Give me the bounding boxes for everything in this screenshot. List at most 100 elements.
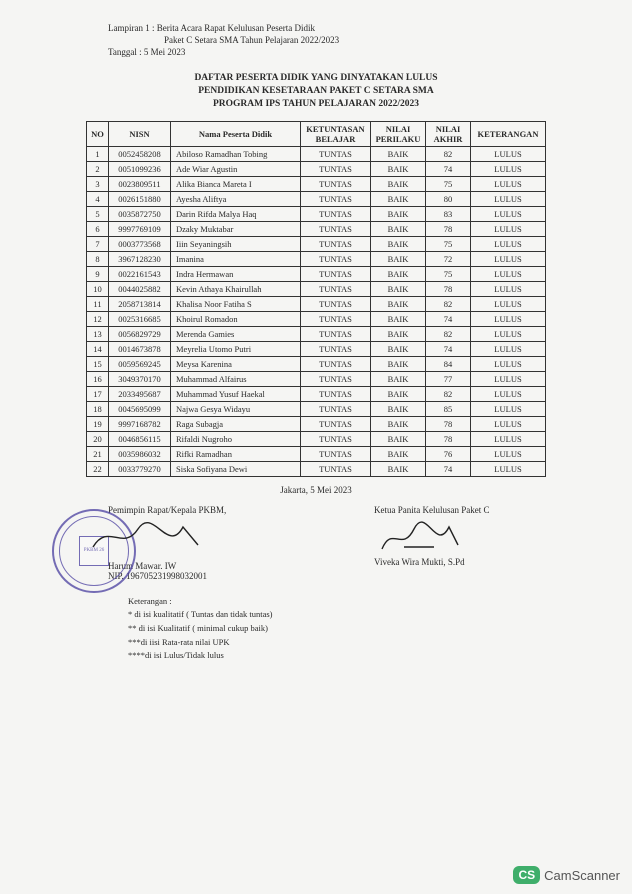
signature-row: Pemimpin Rapat/Kepala PKBM, PKBM 26 Haru… (38, 505, 594, 581)
cell-nilai-perilaku: BAIK (371, 326, 426, 341)
cell-nilai-perilaku: BAIK (371, 446, 426, 461)
cell-no: 11 (87, 296, 109, 311)
cell-ketuntasan: TUNTAS (301, 311, 371, 326)
cell-nama: Najwa Gesya Widayu (171, 401, 301, 416)
cell-nilai-perilaku: BAIK (371, 311, 426, 326)
cell-nama: Muhammad Yusuf Haekal (171, 386, 301, 401)
cell-keterangan: LULUS (471, 401, 546, 416)
cell-nisn: 0022161543 (109, 266, 171, 281)
cell-nilai-perilaku: BAIK (371, 416, 426, 431)
cell-nama: Rifki Ramadhan (171, 446, 301, 461)
cell-nilai-perilaku: BAIK (371, 296, 426, 311)
table-row: 90022161543Indra HermawanTUNTASBAIK75LUL… (87, 266, 546, 281)
table-row: 220033779270Siska Sofiyana DewiTUNTASBAI… (87, 461, 546, 476)
cell-nilai-perilaku: BAIK (371, 191, 426, 206)
cell-ketuntasan: TUNTAS (301, 146, 371, 161)
cell-no: 19 (87, 416, 109, 431)
cell-keterangan: LULUS (471, 386, 546, 401)
cell-nama: Iiin Seyaningsih (171, 236, 301, 251)
cell-nisn: 0035986032 (109, 446, 171, 461)
cell-ketuntasan: TUNTAS (301, 176, 371, 191)
legend-title: Keterangan : (128, 595, 594, 609)
cell-keterangan: LULUS (471, 191, 546, 206)
table-row: 210035986032Rifki RamadhanTUNTASBAIK76LU… (87, 446, 546, 461)
right-name: Viveka Wira Mukti, S.Pd (374, 557, 574, 567)
cell-nisn: 0051099236 (109, 161, 171, 176)
cell-nisn: 3967128230 (109, 251, 171, 266)
cell-nilai-akhir: 82 (426, 386, 471, 401)
cell-nilai-akhir: 75 (426, 266, 471, 281)
col-nisn: NISN (109, 121, 171, 146)
cell-no: 10 (87, 281, 109, 296)
table-row: 130056829729Merenda GamiesTUNTASBAIK82LU… (87, 326, 546, 341)
cell-nilai-perilaku: BAIK (371, 251, 426, 266)
cell-nama: Ayesha Aliftya (171, 191, 301, 206)
cell-nilai-perilaku: BAIK (371, 341, 426, 356)
cell-nilai-akhir: 80 (426, 191, 471, 206)
cell-keterangan: LULUS (471, 206, 546, 221)
cell-no: 6 (87, 221, 109, 236)
table-row: 112058713814Khalisa Noor Fatiha STUNTASB… (87, 296, 546, 311)
cell-no: 3 (87, 176, 109, 191)
cell-nisn: 0056829729 (109, 326, 171, 341)
cell-nilai-akhir: 75 (426, 236, 471, 251)
cell-ketuntasan: TUNTAS (301, 161, 371, 176)
cell-nilai-akhir: 85 (426, 401, 471, 416)
cell-nama: Alika Bianca Mareta I (171, 176, 301, 191)
cell-nisn: 9997769109 (109, 221, 171, 236)
cell-nisn: 0025316685 (109, 311, 171, 326)
cell-nilai-perilaku: BAIK (371, 161, 426, 176)
tanggal-value: 5 Mei 2023 (144, 47, 186, 57)
cell-nilai-perilaku: BAIK (371, 176, 426, 191)
lampiran-line2: Paket C Setara SMA Tahun Pelajaran 2022/… (164, 34, 594, 46)
cell-keterangan: LULUS (471, 446, 546, 461)
cell-no: 4 (87, 191, 109, 206)
legend-block: Keterangan : * di isi kualitatif ( Tunta… (128, 595, 594, 663)
cell-keterangan: LULUS (471, 326, 546, 341)
cell-no: 2 (87, 161, 109, 176)
cell-ketuntasan: TUNTAS (301, 431, 371, 446)
camscanner-badge-icon: CS (513, 866, 540, 884)
table-row: 120025316685Khoirul RomadonTUNTASBAIK74L… (87, 311, 546, 326)
table-row: 30023809511Alika Bianca Mareta ITUNTASBA… (87, 176, 546, 191)
cell-nama: Kevin Athaya Khairullah (171, 281, 301, 296)
cell-ketuntasan: TUNTAS (301, 371, 371, 386)
cell-nilai-akhir: 74 (426, 461, 471, 476)
cell-nilai-akhir: 78 (426, 431, 471, 446)
table-row: 200046856115Rifaldi NugrohoTUNTASBAIK78L… (87, 431, 546, 446)
cell-keterangan: LULUS (471, 221, 546, 236)
cell-nisn: 3049370170 (109, 371, 171, 386)
cell-no: 5 (87, 206, 109, 221)
table-row: 199997168782Raga SubagjaTUNTASBAIK78LULU… (87, 416, 546, 431)
cell-nama: Khoirul Romadon (171, 311, 301, 326)
document-title: DAFTAR PESERTA DIDIK YANG DINYATAKAN LUL… (38, 72, 594, 110)
cell-nilai-perilaku: BAIK (371, 206, 426, 221)
camscanner-watermark: CS CamScanner (513, 866, 620, 884)
cell-keterangan: LULUS (471, 461, 546, 476)
col-nilai-perilaku: NILAI PERILAKU (371, 121, 426, 146)
cell-nilai-akhir: 82 (426, 326, 471, 341)
col-nilai-akhir: NILAI AKHIR (426, 121, 471, 146)
cell-ketuntasan: TUNTAS (301, 446, 371, 461)
cell-nilai-perilaku: BAIK (371, 266, 426, 281)
cell-nama: Abiloso Ramadhan Tobing (171, 146, 301, 161)
col-nama: Nama Peserta Didik (171, 121, 301, 146)
cell-ketuntasan: TUNTAS (301, 461, 371, 476)
cell-nilai-perilaku: BAIK (371, 386, 426, 401)
legend-1: * di isi kualitatif ( Tuntas dan tidak t… (128, 608, 594, 622)
cell-nama: Imanina (171, 251, 301, 266)
cell-nilai-akhir: 83 (426, 206, 471, 221)
cell-nisn: 0044025882 (109, 281, 171, 296)
table-row: 10052458208Abiloso Ramadhan TobingTUNTAS… (87, 146, 546, 161)
cell-nisn: 0052458208 (109, 146, 171, 161)
table-header-row: NO NISN Nama Peserta Didik KETUNTASAN BE… (87, 121, 546, 146)
signature-left: Pemimpin Rapat/Kepala PKBM, PKBM 26 Haru… (58, 505, 318, 581)
tanggal-label: Tanggal : (108, 47, 142, 57)
cell-keterangan: LULUS (471, 266, 546, 281)
col-no: NO (87, 121, 109, 146)
table-row: 20051099236Ade Wiar AgustinTUNTASBAIK74L… (87, 161, 546, 176)
cell-nilai-akhir: 82 (426, 296, 471, 311)
cell-nilai-akhir: 76 (426, 446, 471, 461)
cell-ketuntasan: TUNTAS (301, 326, 371, 341)
cell-nama: Raga Subagja (171, 416, 301, 431)
